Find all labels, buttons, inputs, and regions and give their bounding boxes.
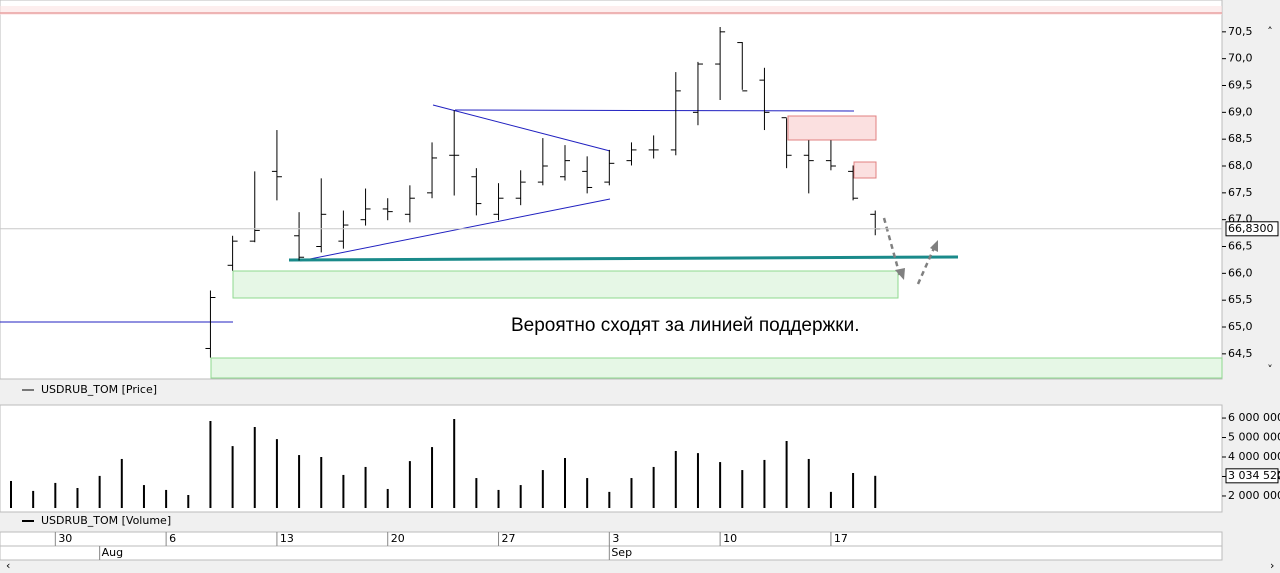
volume-pane [0,404,1223,513]
legend-label: USDRUB_TOM [Price] [41,383,157,396]
scroll-down[interactable]: ˅ [1267,363,1273,376]
y-tick-label: 70,0 [1228,52,1253,65]
triangle-line [299,198,611,262]
support-zone [210,357,1223,379]
y-tick-label: 70,5 [1228,25,1253,38]
x-tick-label: 20 [391,532,405,545]
y-tick-label: 69,5 [1228,79,1253,92]
x-tick-label: 6 [169,532,176,545]
scroll-right[interactable]: › [1270,559,1274,572]
y-tick-label: 68,0 [1228,159,1253,172]
last-value-box [1225,221,1279,237]
y-tick-label: 6 000 000 [1228,411,1280,424]
resistance-zone [0,6,1222,15]
scroll-left[interactable]: ‹ [6,559,10,572]
last-value-label: 3 034 522 [1228,469,1280,482]
y-tick-label: 2 000 000 [1228,489,1280,502]
arrow-head [930,240,938,252]
arrow [882,217,902,277]
y-tick-label: 65,5 [1228,293,1253,306]
y-tick-label: 4 000 000 [1228,450,1280,463]
support-line [288,255,959,262]
x-tick-label: 10 [723,532,737,545]
resistance-box [853,161,877,179]
y-tick-label: 65,0 [1228,320,1253,333]
x-tick-label: 13 [280,532,294,545]
price-pane [0,0,1223,380]
trend-line [454,109,855,112]
triangle-line [432,104,611,152]
annotation: Вероятно сходят за линией поддержки. [511,315,859,336]
arrow [916,247,936,285]
y-tick-label: 67,5 [1228,186,1253,199]
resistance-box [787,115,877,141]
last-value-box [1225,468,1279,484]
x-month-label: Aug [102,546,123,559]
legend-label: USDRUB_TOM [Volume] [41,514,171,527]
y-tick-label: 64,5 [1228,347,1253,360]
x-tick-label: 30 [58,532,72,545]
y-tick-label: 68,5 [1228,132,1253,145]
support-zone [232,270,899,299]
y-tick-label: 69,0 [1228,105,1253,118]
x-tick-label: 27 [502,532,516,545]
x-tick-label: 3 [612,532,619,545]
arrow-head [895,268,905,280]
x-month-label: Sep [611,546,632,559]
scroll-up[interactable]: ˄ [1267,25,1273,38]
last-value-label: 66,8300 [1228,222,1274,235]
x-tick-label: 17 [834,532,848,545]
y-tick-label: 66,5 [1228,240,1253,253]
y-tick-label: 66,0 [1228,266,1253,279]
y-tick-label: 5 000 000 [1228,431,1280,444]
